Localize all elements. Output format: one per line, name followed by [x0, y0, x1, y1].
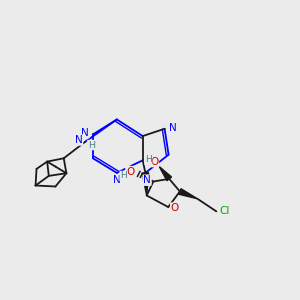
Text: O: O: [126, 167, 134, 177]
Text: N: N: [113, 175, 121, 185]
Polygon shape: [179, 189, 197, 199]
Text: N: N: [81, 128, 89, 138]
Text: Cl: Cl: [219, 206, 230, 216]
Text: N: N: [169, 123, 177, 133]
Text: H: H: [145, 155, 152, 164]
Text: N: N: [143, 175, 151, 185]
Text: O: O: [171, 203, 179, 213]
Polygon shape: [142, 173, 149, 196]
Text: N: N: [75, 135, 83, 145]
Text: H: H: [120, 171, 127, 180]
Text: H: H: [88, 140, 95, 149]
Polygon shape: [159, 167, 172, 181]
Text: O: O: [150, 157, 158, 166]
